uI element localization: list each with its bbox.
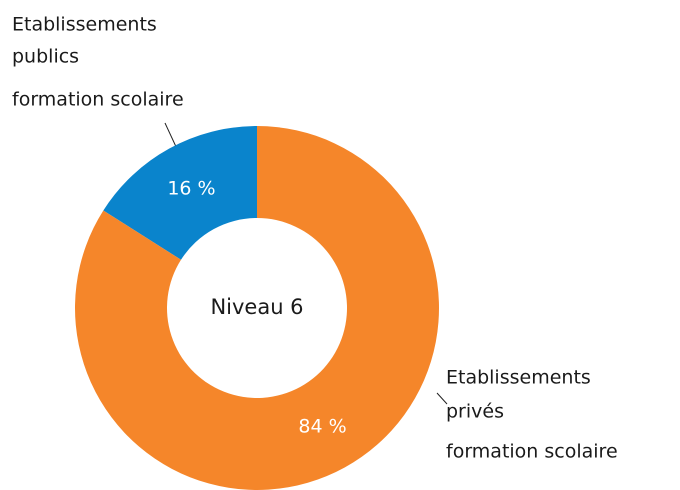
slice <box>103 126 257 260</box>
category-label: privés <box>446 401 504 423</box>
value-label: 84 % <box>298 416 346 438</box>
value-label: 16 % <box>167 177 215 199</box>
leader-line <box>436 392 448 405</box>
category-label: Etablissements <box>446 367 591 389</box>
category-label: publics <box>12 46 79 68</box>
category-label: formation scolaire <box>446 441 618 463</box>
category-label: formation scolaire <box>12 89 184 111</box>
category-label: Etablissements <box>12 14 157 36</box>
slice <box>75 126 439 490</box>
center-label: Niveau 6 <box>210 295 303 319</box>
